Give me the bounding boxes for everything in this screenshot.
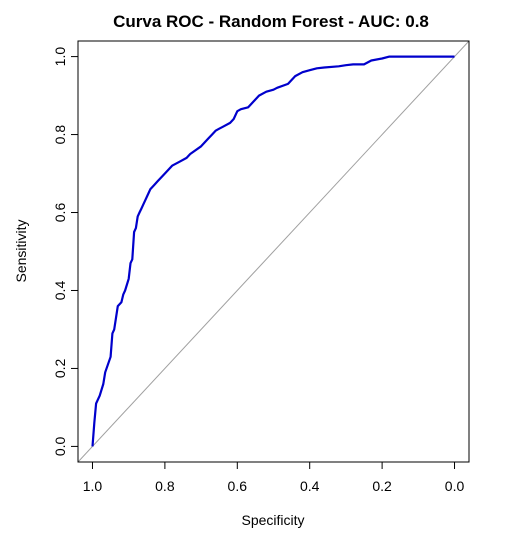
plot-area: 1.0 0.8 0.6 0.4 0.2 0.0 0.0 0.2 0.4 0.6 0.8 1.0: [52, 40, 470, 494]
x-tick-label: 0.6: [228, 478, 248, 494]
y-tick-label: 0.8: [52, 125, 68, 145]
x-tick-label: 0.0: [445, 478, 465, 494]
reference-diagonal-line: [78, 41, 469, 462]
y-tick-label: 0.6: [52, 203, 68, 223]
x-axis-label: Specificity: [241, 512, 304, 528]
x-tick-label: 1.0: [83, 478, 103, 494]
y-axis-label: Sensitivity: [13, 219, 29, 282]
x-tick-label: 0.8: [155, 478, 175, 494]
x-tick-label: 0.2: [372, 478, 392, 494]
plot-frame: [77, 40, 470, 463]
y-tick-label: 0.4: [52, 281, 68, 301]
y-tick-label: 0.0: [52, 436, 68, 456]
chart-title: Curva ROC - Random Forest - AUC: 0.8: [113, 12, 429, 31]
y-tick-label: 0.2: [52, 358, 68, 378]
x-tick-label: 0.4: [300, 478, 320, 494]
y-tick-label: 1.0: [52, 47, 68, 67]
roc-curve-line: [91, 55, 455, 447]
